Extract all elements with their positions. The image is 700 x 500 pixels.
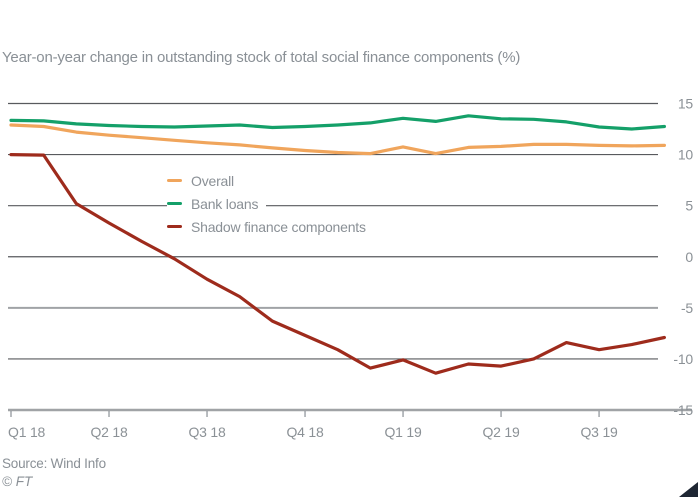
y-axis-tick-label: -10 bbox=[673, 351, 693, 367]
legend-swatch-icon bbox=[167, 201, 182, 206]
series-line-overall bbox=[9, 123, 667, 156]
chart-legend: Overall Bank loans Shadow finance componen… bbox=[167, 169, 374, 238]
series-line-bank-loans bbox=[9, 114, 667, 131]
source-note: Source: Wind Info bbox=[2, 456, 106, 471]
y-axis-tick-label: 5 bbox=[685, 198, 693, 214]
x-axis-tick-label: Q1 18 bbox=[8, 424, 46, 440]
y-axis-tick-label: 10 bbox=[678, 147, 694, 163]
y-axis-tick-label: -5 bbox=[681, 300, 693, 316]
chart-title: Year-on-year change in outstanding stock… bbox=[2, 49, 521, 66]
ft-copyright: © FT bbox=[2, 474, 33, 489]
legend-item: Bank loans bbox=[167, 192, 267, 215]
legend-label: Shadow finance components bbox=[191, 218, 366, 235]
x-axis-tick-label: Q3 18 bbox=[188, 424, 226, 440]
y-axis-tick-label: 15 bbox=[678, 96, 694, 112]
legend-swatch-icon bbox=[167, 178, 182, 183]
x-axis-tick-label: Q1 19 bbox=[384, 424, 422, 440]
legend-label: Bank loans bbox=[191, 195, 259, 212]
corner-triangle-icon bbox=[679, 482, 698, 497]
legend-label: Overall bbox=[191, 172, 234, 189]
x-axis-tick-label: Q2 19 bbox=[482, 424, 520, 440]
y-axis-tick-label: 0 bbox=[685, 249, 693, 265]
series-line-shadow-finance-components bbox=[9, 153, 667, 375]
x-axis-tick-label: Q3 19 bbox=[580, 424, 618, 440]
legend-item: Shadow finance components bbox=[167, 215, 374, 238]
y-axis-tick-label: -15 bbox=[673, 402, 693, 418]
x-axis-tick-label: Q4 18 bbox=[286, 424, 324, 440]
legend-swatch-icon bbox=[167, 224, 182, 229]
x-axis-tick-label: Q2 18 bbox=[90, 424, 128, 440]
legend-item: Overall bbox=[167, 169, 242, 192]
